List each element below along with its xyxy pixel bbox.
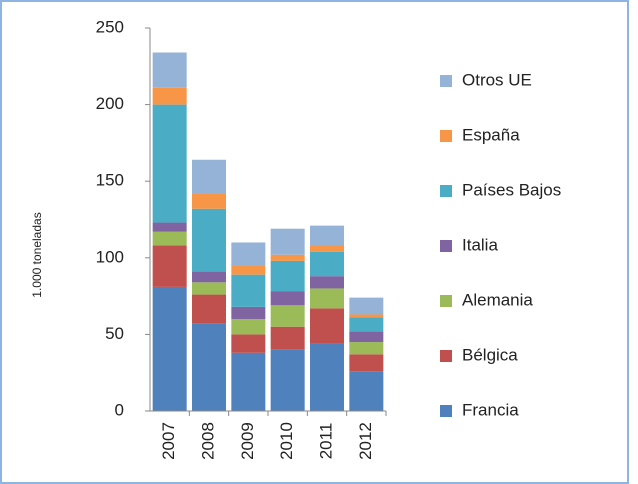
y-tick-label: 150: [96, 171, 124, 190]
bar-segment: [152, 222, 187, 232]
x-tick-label: 2009: [238, 422, 257, 460]
legend-swatch: [440, 240, 452, 252]
bar-segment: [231, 319, 266, 335]
bar-segment: [270, 254, 305, 261]
y-axis-label: 1.000 toneladas: [30, 212, 44, 297]
bar-segment: [192, 282, 226, 295]
bar-segment: [192, 193, 226, 209]
legend-label: Países Bajos: [462, 180, 561, 199]
bar-segment: [310, 245, 344, 252]
bar-segment: [270, 305, 305, 327]
legend-swatch: [440, 295, 452, 307]
bar-segment: [152, 104, 187, 223]
bar-segment: [310, 288, 344, 309]
x-tick-label: 2011: [316, 423, 335, 460]
y-tick-label: 200: [96, 94, 124, 113]
bar-segment: [349, 314, 384, 318]
x-tick-label: 2012: [356, 422, 375, 460]
bar-segment: [270, 228, 305, 255]
bar-segment: [349, 317, 384, 332]
legend-label: España: [462, 125, 520, 144]
legend-label: Francia: [462, 400, 519, 419]
bar-segment: [270, 260, 305, 292]
y-tick-label: 100: [96, 247, 124, 266]
bar-segment: [231, 265, 266, 275]
bar-segment: [349, 342, 384, 355]
bar-segment: [192, 208, 226, 272]
legend-swatch: [440, 350, 452, 362]
bar-segment: [152, 245, 187, 287]
legend-swatch: [440, 185, 452, 197]
bar-segment: [192, 294, 226, 324]
bar-segment: [192, 159, 226, 194]
x-tick-label: 2010: [277, 422, 296, 460]
bar-segment: [270, 326, 305, 350]
y-tick-label: 250: [96, 17, 124, 36]
bar-segment: [231, 274, 266, 307]
bar-segment: [349, 354, 384, 372]
bar-segment: [192, 271, 226, 283]
bar-segment: [310, 276, 344, 289]
y-tick-label: 50: [105, 324, 124, 343]
legend-label: Italia: [462, 235, 498, 254]
bar-segment: [349, 331, 384, 343]
legend-label: Alemania: [462, 290, 533, 309]
bar-segment: [310, 308, 344, 344]
bar-segment: [152, 231, 187, 246]
legend-label: Bélgica: [462, 345, 518, 364]
bar-segment: [231, 352, 266, 411]
bar-segment: [152, 87, 187, 105]
legend-label: Otros UE: [462, 70, 532, 89]
bar-segment: [192, 323, 226, 411]
bar-segment: [270, 291, 305, 306]
x-tick-label: 2008: [198, 422, 217, 460]
bar-segment: [231, 306, 266, 320]
bar-segment: [310, 343, 344, 411]
y-tick-label: 0: [115, 400, 124, 419]
bar-segment: [349, 371, 384, 411]
bar-segment: [152, 286, 187, 411]
bar-segment: [310, 225, 344, 246]
legend-swatch: [440, 75, 452, 87]
legend-swatch: [440, 130, 452, 142]
bar-segment: [152, 52, 187, 88]
x-tick-label: 2007: [159, 422, 178, 460]
bar-segment: [270, 349, 305, 411]
bar-segment: [310, 251, 344, 277]
legend-swatch: [440, 405, 452, 417]
bar-segment: [349, 297, 384, 315]
bar-segment: [231, 334, 266, 353]
bar-segment: [231, 242, 266, 266]
